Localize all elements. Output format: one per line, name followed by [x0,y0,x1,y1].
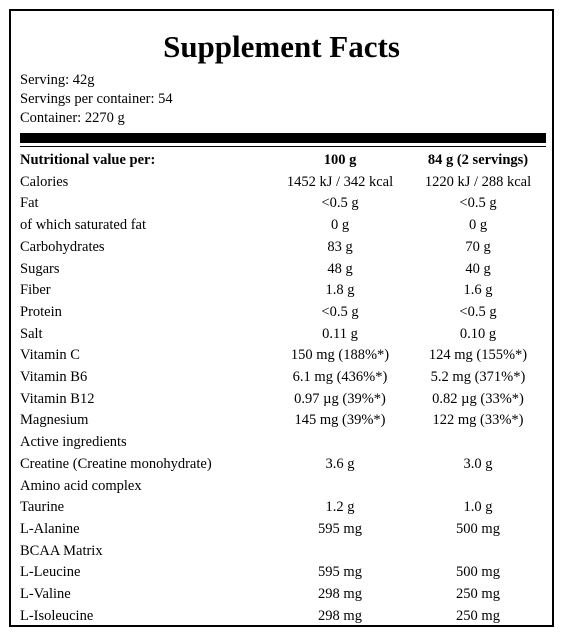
row-label: of which saturated fat [20,217,147,234]
row-label: Active ingredients [20,434,127,451]
table-row: Carbohydrates 83 g 70 g [20,237,546,259]
table-row: Creatine (Creatine monohydrate) 3.6 g 3.0 … [20,454,546,476]
table-header-row: Nutritional value per: 100 g 84 g (2 ser… [20,150,546,172]
servings-per-container: Servings per container: 54 [20,91,173,107]
value-per-serving: 124 mg (155%*) [428,347,528,364]
serving-info: Serving: 42g Servings per container: 54 … [20,71,173,128]
value-per-100g: 595 mg [318,564,362,581]
value-per-serving: <0.5 g [459,195,497,212]
thick-divider [20,133,546,143]
value-per-100g: <0.5 g [321,195,359,212]
container-size: Container: 2270 g [20,110,125,126]
row-label: Fiber [20,282,51,299]
value-per-serving [410,432,546,454]
row-label: Salt [20,325,43,342]
value-per-serving: 0.82 µg (33%*) [432,390,524,407]
row-label: BCAA Matrix [20,542,103,559]
value-per-100g: 145 mg (39%*) [294,412,386,429]
table-row: Taurine 1.2 g 1.0 g [20,497,546,519]
table-row: Amino acid complex [20,476,546,498]
value-per-100g: 1452 kJ / 342 kcal [286,173,394,190]
nutrition-table: Nutritional value per: 100 g 84 g (2 ser… [20,150,546,627]
value-per-100g: 1.8 g [325,282,355,299]
row-label: L-Alanine [20,520,80,537]
table-row: Sugars 48 g 40 g [20,259,546,281]
value-per-100g [270,476,410,498]
table-row: Salt 0.11 g 0.10 g [20,324,546,346]
row-label: L-Valine [20,586,71,603]
row-label: Fat [20,195,39,212]
row-label: Amino acid complex [20,477,142,494]
value-per-100g: 1.2 g [325,499,355,516]
value-per-100g: 595 mg [318,520,362,537]
row-label: L-Leucine [20,564,81,581]
value-per-serving [410,476,546,498]
table-row: L-Leucine 595 mg 500 mg [20,562,546,584]
row-label: Vitamin B6 [20,369,88,386]
value-per-serving [410,541,546,563]
value-per-serving: 500 mg [456,520,500,537]
value-per-100g: 0 g [330,217,350,234]
value-per-100g: 48 g [327,260,353,277]
table-row: Vitamin B6 6.1 mg (436%*) 5.2 mg (371%*) [20,367,546,389]
value-per-serving: 1220 kJ / 288 kcal [424,173,532,190]
row-label: Taurine [20,499,65,516]
value-per-serving: 3.0 g [463,455,493,472]
row-label: Creatine (Creatine monohydrate) [20,455,212,472]
row-label: Carbohydrates [20,238,105,255]
value-per-serving: 70 g [465,238,491,255]
value-per-100g: 298 mg [318,607,362,624]
value-per-100g: 0.11 g [322,325,358,342]
value-per-serving: 1.0 g [463,499,493,516]
value-per-serving: 250 mg [456,586,500,603]
header-per-serving: 84 g (2 servings) [427,152,529,168]
supplement-facts-panel: Supplement Facts Serving: 42g Servings p… [9,9,554,627]
table-row: Active ingredients [20,432,546,454]
header-per-100g: 100 g [323,152,357,168]
value-per-100g: 150 mg (188%*) [290,347,390,364]
value-per-serving: 40 g [465,260,491,277]
value-per-100g [270,432,410,454]
value-per-100g: 83 g [327,238,353,255]
table-row: Magnesium 145 mg (39%*) 122 mg (33%*) [20,410,546,432]
value-per-100g: <0.5 g [321,303,359,320]
table-row: BCAA Matrix [20,541,546,563]
table-row: L-Isoleucine 298 mg 250 mg [20,606,546,628]
row-label: Protein [20,303,62,320]
value-per-100g: 3.6 g [325,455,355,472]
table-row: Fat <0.5 g <0.5 g [20,193,546,215]
value-per-100g: 6.1 mg (436%*) [292,369,388,386]
row-label: L-Isoleucine [20,607,94,624]
value-per-serving: 122 mg (33%*) [432,412,524,429]
value-per-serving: 0 g [468,217,488,234]
page-title: Supplement Facts [163,29,400,64]
value-per-100g [270,541,410,563]
row-label: Vitamin B12 [20,390,95,407]
value-per-serving: 5.2 mg (371%*) [430,369,526,386]
table-row: Fiber 1.8 g 1.6 g [20,280,546,302]
header-label: Nutritional value per: [20,152,156,168]
value-per-serving: <0.5 g [459,303,497,320]
table-row: L-Valine 298 mg 250 mg [20,584,546,606]
value-per-100g: 298 mg [318,586,362,603]
table-row: Protein <0.5 g <0.5 g [20,302,546,324]
table-row: Vitamin C 150 mg (188%*) 124 mg (155%*) [20,345,546,367]
row-label: Magnesium [20,412,89,429]
table-row: Vitamin B12 0.97 µg (39%*) 0.82 µg (33%*) [20,389,546,411]
row-label: Sugars [20,260,60,277]
table-row: Calories 1452 kJ / 342 kcal 1220 kJ / 288 … [20,172,546,194]
value-per-serving: 1.6 g [463,282,493,299]
serving-size: Serving: 42g [20,72,95,88]
thin-divider [20,146,546,147]
value-per-serving: 250 mg [456,607,500,624]
table-row: L-Alanine 595 mg 500 mg [20,519,546,541]
value-per-serving: 0.10 g [459,325,497,342]
table-row: of which saturated fat 0 g 0 g [20,215,546,237]
value-per-100g: 0.97 µg (39%*) [294,390,386,407]
row-label: Calories [20,173,69,190]
value-per-serving: 500 mg [456,564,500,581]
row-label: Vitamin C [20,347,80,364]
